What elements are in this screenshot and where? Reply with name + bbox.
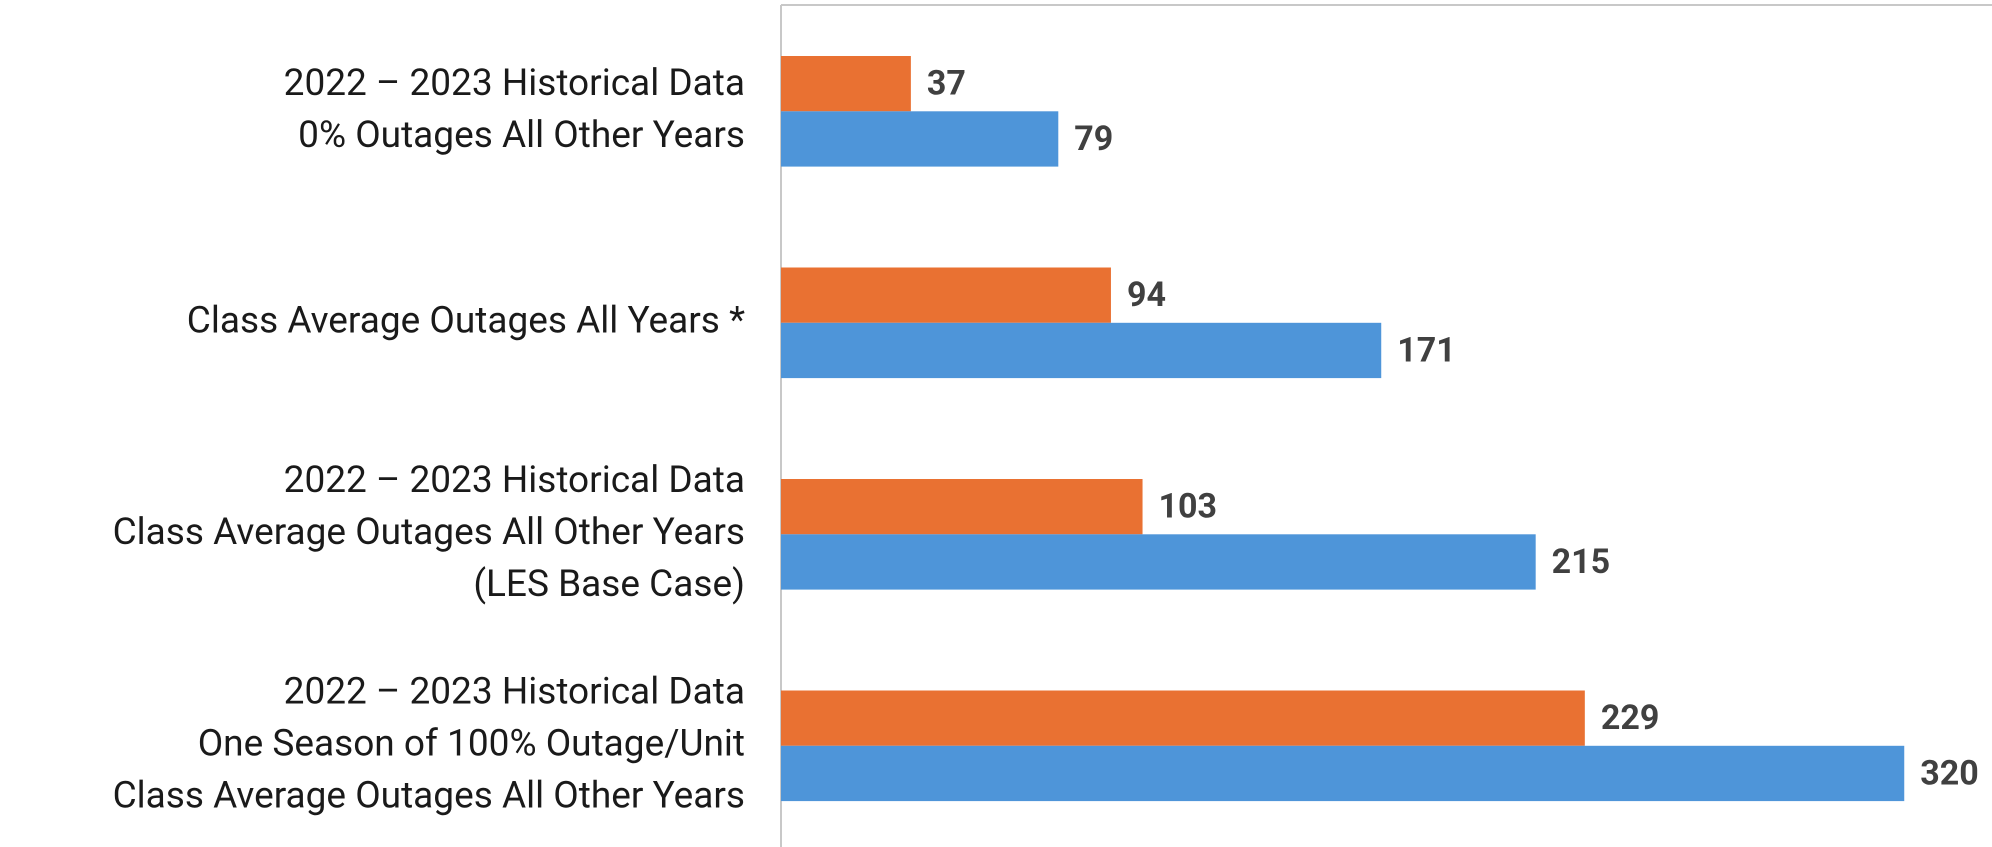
category-label: (LES Base Case) (473, 563, 745, 606)
value-label: 103 (1159, 487, 1218, 527)
value-label: 320 (1920, 753, 1979, 793)
category-label: 2022 – 2023 Historical Data (284, 671, 745, 714)
bar (781, 56, 911, 112)
category-label: One Season of 100% Outage/Unit (198, 723, 745, 766)
bar (781, 479, 1143, 535)
value-label: 171 (1397, 330, 1456, 370)
bar (781, 322, 1382, 379)
value-label: 215 (1552, 542, 1611, 582)
value-label: 94 (1127, 275, 1166, 315)
category-label: 0% Outages All Other Years (298, 114, 745, 157)
category-label: Class Average Outages All Years * (187, 300, 745, 343)
category-label: Class Average Outages All Other Years (113, 511, 745, 554)
category-label: 2022 – 2023 Historical Data (284, 62, 745, 105)
bar (781, 745, 1905, 802)
value-label: 79 (1074, 119, 1113, 159)
value-label: 37 (927, 64, 966, 104)
category-label: 2022 – 2023 Historical Data (284, 459, 745, 502)
bar (781, 111, 1059, 167)
bar (781, 534, 1536, 590)
bar (781, 267, 1111, 323)
value-label: 229 (1601, 698, 1660, 738)
category-label: Class Average Outages All Other Years (113, 775, 745, 818)
bar (781, 690, 1585, 746)
